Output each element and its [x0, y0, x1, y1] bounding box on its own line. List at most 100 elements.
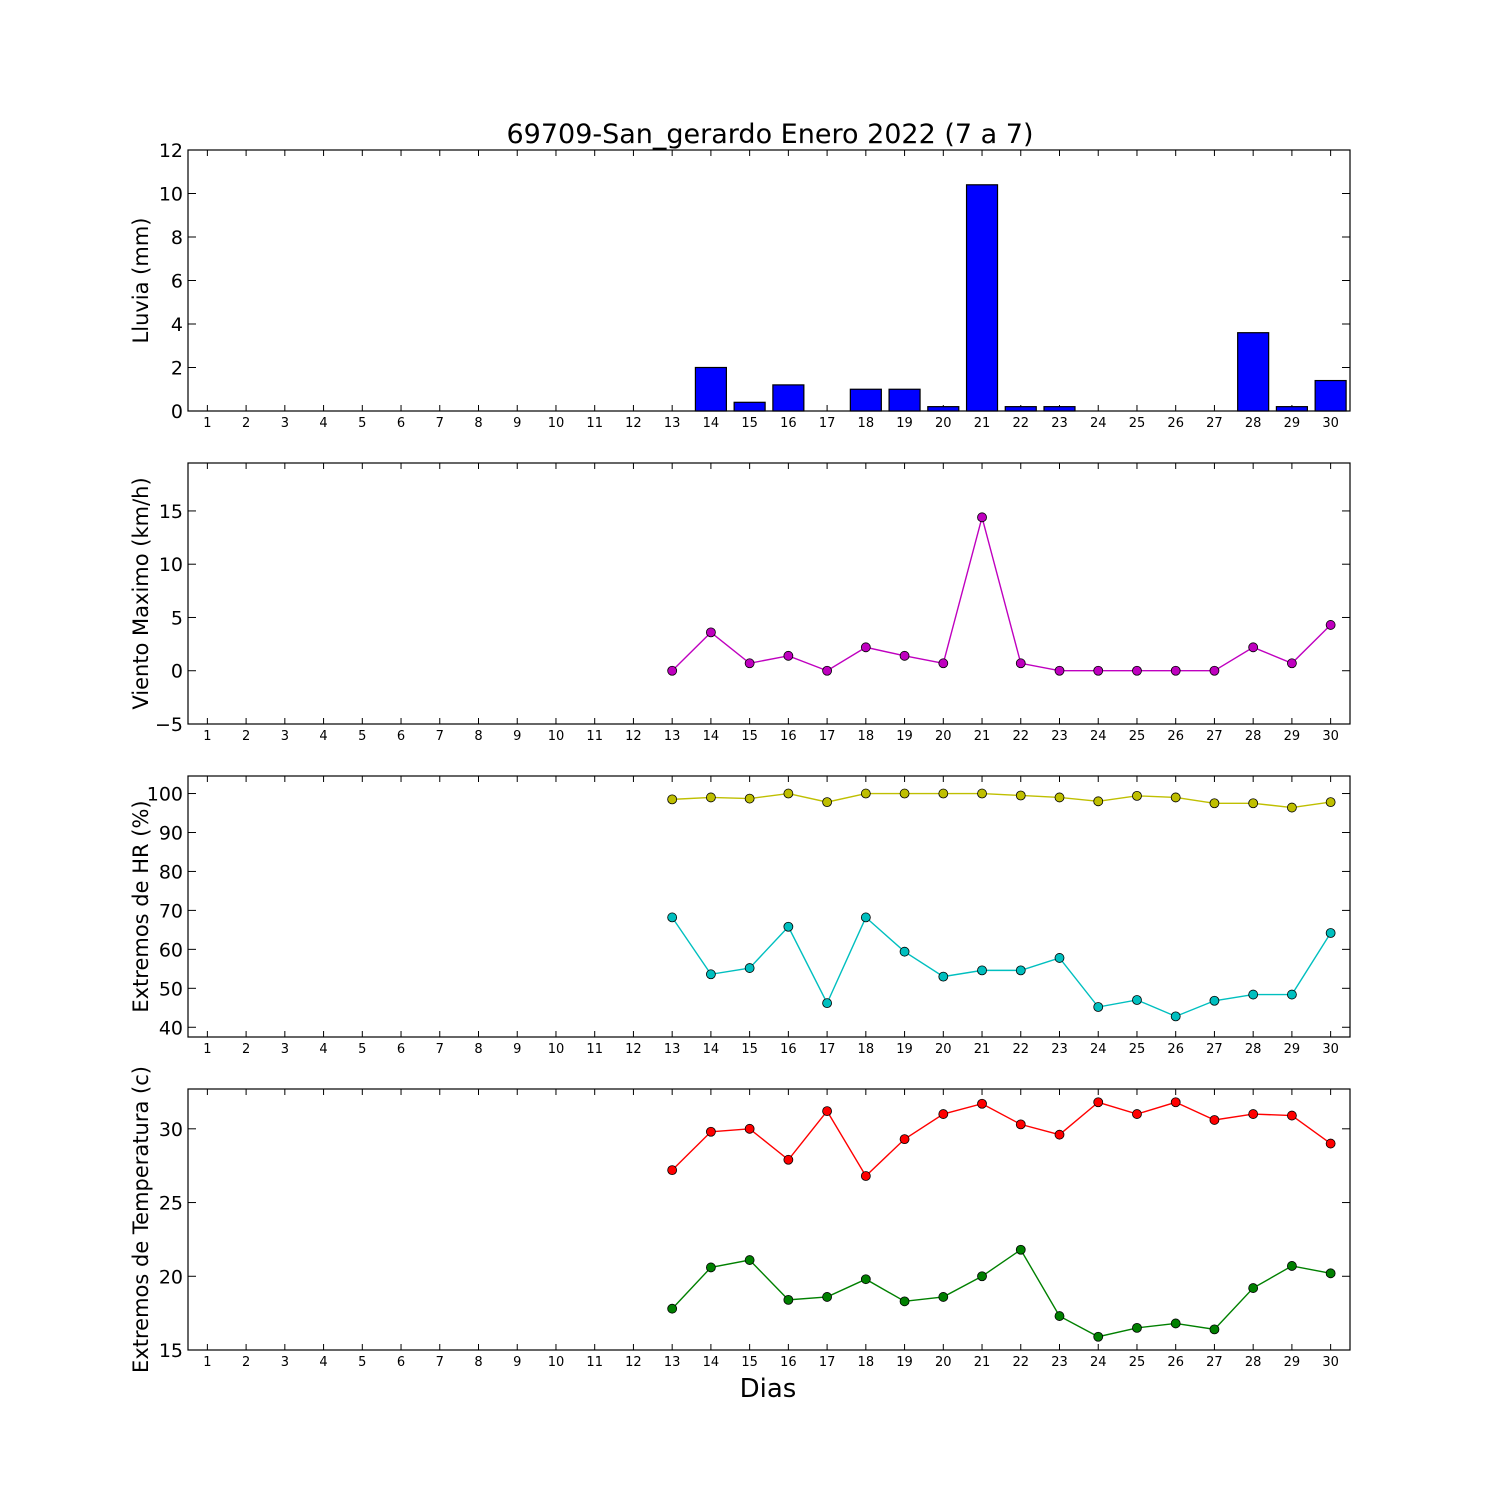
humidity-xtick-label: 20 [935, 1042, 952, 1057]
temperature-series-1-point-day-16 [783, 1154, 794, 1165]
temperature-xtick-label: 26 [1167, 1355, 1184, 1370]
humidity-series-2-point-day-25 [1132, 995, 1142, 1005]
temperature-series-1-point-day-30 [1325, 1138, 1336, 1149]
rain-xtick-label: 1 [203, 416, 211, 431]
temperature-series-2-point-day-26 [1170, 1318, 1181, 1329]
humidity-series-1-point-day-17 [822, 797, 832, 807]
temperature-xtick-label: 8 [474, 1355, 482, 1370]
temperature-xtick-label: 15 [741, 1355, 758, 1370]
humidity-series-2-point-day-21 [977, 965, 987, 976]
humidity-series-2-point-day-22 [1015, 965, 1026, 976]
rain-bar-day-20 [927, 406, 960, 412]
humidity-series-1-point-day-19 [899, 788, 910, 799]
rain-plot-frame [187, 149, 1351, 412]
temperature-xtick-label: 20 [935, 1355, 952, 1370]
temperature-series-1-point-day-25 [1132, 1109, 1142, 1119]
temperature-series-1-point-day-23 [1054, 1129, 1065, 1140]
humidity-series-1-point-day-28 [1248, 798, 1259, 809]
rain-xtick-label: 16 [780, 416, 797, 431]
humidity-xtick-label: 5 [358, 1042, 366, 1057]
temperature-xtick-label: 21 [974, 1355, 991, 1370]
temperature-y-axis-label: Extremos de Temperatura (c) [129, 1066, 153, 1373]
humidity-xtick-label: 4 [319, 1042, 327, 1057]
humidity-ytick-label: 80 [159, 861, 183, 883]
temperature-xtick-label: 16 [780, 1355, 797, 1370]
wind-ytick-label: 5 [171, 607, 183, 629]
temperature-ytick-label: 25 [159, 1193, 183, 1215]
wind-series-1-point-day-13 [667, 665, 678, 676]
rain-xtick-label: 12 [625, 416, 642, 431]
wind-xtick-label: 1 [203, 729, 211, 744]
rain-xtick-label: 23 [1051, 416, 1068, 431]
rain-xtick-label: 20 [935, 416, 952, 431]
wind-series-1-point-day-21 [977, 512, 987, 523]
temperature-xtick-label: 24 [1090, 1355, 1107, 1370]
rain-xtick-label: 17 [819, 416, 836, 431]
rain-ytick-label: 4 [171, 314, 183, 336]
humidity-series-1-point-day-20 [938, 788, 949, 799]
rain-bar-day-18 [849, 388, 882, 412]
humidity-series-2-line [671, 916, 1332, 1018]
wind-xtick-label: 14 [703, 729, 720, 744]
humidity-series-2-point-day-17 [822, 998, 832, 1009]
temperature-series-2-point-day-15 [744, 1255, 755, 1265]
wind-xtick-label: 22 [1012, 729, 1029, 744]
temperature-series-2-line [671, 1248, 1331, 1338]
temperature-series-1-point-day-13 [667, 1165, 678, 1176]
humidity-series-2-point-day-24 [1093, 1002, 1104, 1012]
temperature-series-1-point-day-24 [1093, 1097, 1104, 1108]
wind-plot-frame [187, 462, 1351, 725]
wind-series-1-point-day-29 [1287, 658, 1297, 669]
rain-xtick-label: 9 [513, 416, 521, 431]
wind-ytick-label: 15 [159, 501, 183, 523]
temperature-xtick-label: 19 [896, 1355, 913, 1370]
temperature-xtick-label: 6 [397, 1355, 405, 1370]
wind-series-1-point-day-14 [706, 627, 716, 638]
humidity-series-1-point-day-22 [1015, 790, 1026, 801]
rain-bar-day-22 [1004, 406, 1037, 412]
x-axis-label: Dias [740, 1374, 797, 1404]
rain-y-axis-label: Lluvia (mm) [129, 218, 153, 344]
humidity-xtick-label: 7 [436, 1042, 444, 1057]
rain-xtick-label: 8 [474, 416, 482, 431]
temperature-series-1-point-day-14 [706, 1126, 716, 1137]
temperature-ytick-label: 15 [159, 1340, 183, 1362]
humidity-xtick-label: 23 [1051, 1042, 1068, 1057]
temperature-series-2-point-day-19 [899, 1296, 910, 1307]
wind-xtick-label: 21 [974, 729, 991, 744]
temperature-xtick-label: 10 [548, 1355, 565, 1370]
rain-bar-day-14 [694, 366, 727, 412]
rain-xtick-label: 22 [1012, 416, 1029, 431]
rain-bar-day-16 [772, 384, 805, 412]
wind-xtick-label: 10 [548, 729, 565, 744]
humidity-series-1-point-day-30 [1325, 797, 1336, 807]
humidity-xtick-label: 18 [858, 1042, 875, 1057]
temperature-ytick-label: 20 [159, 1266, 183, 1288]
rain-xtick-label: 24 [1090, 416, 1107, 431]
rain-bar-day-19 [888, 388, 921, 412]
humidity-series-1-point-day-25 [1132, 790, 1142, 801]
rain-ytick-label: 6 [171, 271, 183, 293]
rain-xtick-label: 26 [1167, 416, 1184, 431]
wind-ytick-label: −5 [155, 714, 183, 736]
wind-ytick-label: 10 [159, 554, 183, 576]
humidity-series-1-line [672, 792, 1331, 809]
rain-xtick-label: 4 [319, 416, 327, 431]
humidity-ytick-label: 50 [159, 978, 183, 1000]
temperature-series-1-line [671, 1101, 1332, 1178]
humidity-xtick-label: 13 [664, 1042, 681, 1057]
temperature-series-2-point-day-24 [1093, 1331, 1104, 1342]
humidity-series-1-point-day-26 [1170, 792, 1181, 803]
wind-series-1-point-day-30 [1325, 620, 1336, 630]
temperature-series-1-point-day-18 [860, 1171, 871, 1181]
temperature-series-1-point-day-19 [899, 1134, 910, 1145]
rain-ytick-label: 12 [159, 140, 183, 162]
rain-xtick-label: 27 [1206, 416, 1223, 431]
wind-xtick-label: 25 [1129, 729, 1146, 744]
wind-xtick-label: 29 [1284, 729, 1301, 744]
temperature-series-2-point-day-21 [977, 1271, 987, 1282]
rain-xtick-label: 3 [281, 416, 289, 431]
humidity-xtick-label: 10 [548, 1042, 565, 1057]
